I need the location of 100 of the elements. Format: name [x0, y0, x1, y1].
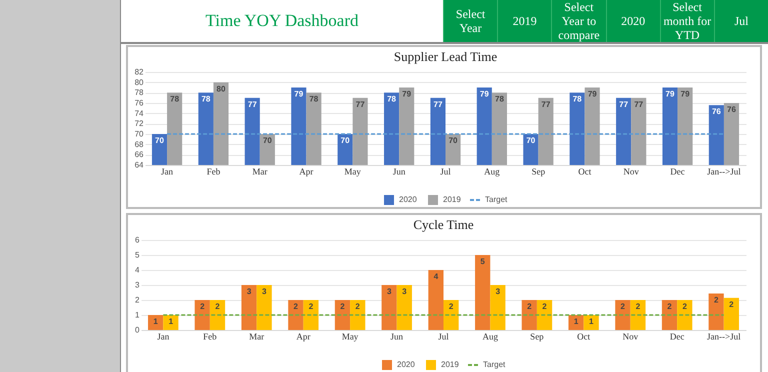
data-label: 77	[634, 100, 644, 109]
legend-label: 2019	[441, 360, 460, 369]
bar	[288, 300, 304, 330]
y-tick-label: 72	[134, 119, 144, 128]
x-tick-label: Sep	[532, 166, 546, 176]
data-label: 77	[356, 100, 366, 109]
data-label: 5	[480, 257, 486, 266]
data-label: 79	[588, 90, 598, 98]
x-tick-label: Jun	[390, 332, 404, 342]
bar	[662, 300, 678, 330]
x-tick-label: Oct	[578, 166, 592, 176]
bar	[428, 270, 444, 330]
data-label: 2	[542, 302, 548, 311]
data-label: 1	[589, 317, 594, 326]
bar	[334, 300, 350, 330]
x-tick-label: Jan-->Jul	[707, 166, 742, 176]
bar	[584, 315, 599, 330]
data-label: 3	[402, 287, 408, 296]
data-label: 3	[262, 287, 267, 296]
data-label: 70	[448, 136, 458, 145]
bar	[724, 298, 739, 330]
legend-label: Target	[483, 360, 506, 369]
data-label: 78	[170, 94, 180, 104]
data-label: 78	[309, 94, 319, 104]
data-label: 78	[201, 94, 211, 104]
y-tick-label: 80	[134, 78, 144, 87]
y-tick-label: 0	[135, 326, 140, 334]
bar	[256, 285, 272, 330]
data-label: 3	[246, 287, 252, 296]
data-label: 70	[340, 136, 350, 145]
bar	[630, 300, 646, 330]
bar	[241, 285, 257, 330]
legend-label: 2020	[399, 195, 418, 204]
x-tick-label: Apr	[299, 166, 314, 176]
data-label: 2	[200, 302, 206, 311]
x-tick-label: Jan-->Jul	[707, 332, 742, 342]
data-label: 79	[402, 90, 412, 98]
data-label: 79	[480, 90, 490, 98]
x-tick-label: Nov	[623, 166, 640, 176]
data-label: 78	[572, 94, 582, 104]
x-tick-label: Jan	[157, 332, 170, 342]
data-label: 77	[619, 100, 629, 109]
y-tick-label: 64	[134, 160, 144, 170]
x-tick-label: Jul	[440, 166, 452, 176]
data-label: 77	[541, 100, 551, 109]
data-label: 70	[526, 136, 536, 145]
y-tick-label: 74	[134, 108, 144, 118]
data-label: 70	[155, 136, 164, 145]
data-label: 2	[215, 302, 220, 311]
x-tick-label: Jul	[438, 332, 450, 342]
data-label: 1	[574, 317, 579, 326]
data-label: 79	[666, 90, 675, 98]
x-tick-label: Feb	[206, 166, 221, 176]
y-tick-label: 6	[135, 236, 140, 244]
x-tick-label: Aug	[484, 166, 500, 176]
y-tick-label: 5	[135, 250, 140, 260]
x-tick-label: May	[342, 332, 359, 342]
y-tick-label: 66	[134, 150, 144, 160]
data-label: 2	[636, 302, 641, 311]
text: 2020	[606, 0, 660, 42]
data-label: 4	[434, 272, 439, 281]
text: Select Year	[443, 0, 498, 42]
data-label: 2	[682, 302, 688, 311]
bar	[148, 315, 164, 330]
bar	[677, 300, 692, 330]
bar	[163, 315, 178, 330]
bar	[475, 255, 490, 330]
legend-label: 2020	[397, 360, 416, 369]
x-tick-label: Jun	[392, 166, 406, 176]
data-label: 2	[620, 302, 626, 311]
data-label: 77	[248, 100, 258, 109]
data-label: 2	[714, 296, 719, 305]
data-label: 79	[680, 90, 690, 98]
text: Select Year to compare	[551, 0, 606, 42]
text: Jul	[714, 0, 768, 42]
data-label: 77	[434, 100, 443, 109]
data-label: 2	[294, 302, 299, 311]
bar	[444, 300, 459, 330]
data-label: 79	[294, 90, 304, 98]
data-label: 76	[727, 105, 736, 114]
x-tick-label: Dec	[670, 166, 685, 176]
bar	[210, 300, 226, 330]
data-label: 2	[527, 302, 532, 311]
text: Time YOY Dashboard	[204, 10, 360, 32]
bar	[490, 285, 506, 330]
data-label: 70	[262, 136, 272, 145]
x-tick-label: Mar	[252, 166, 268, 176]
x-tick-label: Oct	[577, 332, 591, 342]
data-label: 2	[340, 302, 346, 311]
x-tick-label: Aug	[482, 332, 498, 342]
data-label: 80	[216, 84, 226, 94]
text: 2019	[497, 0, 552, 42]
data-label: 78	[495, 94, 504, 104]
y-tick-label: 70	[134, 130, 144, 138]
legend-label: 2019	[443, 195, 462, 204]
x-tick-label: Feb	[203, 332, 218, 342]
bar	[522, 300, 537, 330]
chart-title: Supplier Lead Time	[394, 49, 498, 64]
data-label: 2	[448, 302, 454, 311]
data-label: 1	[168, 317, 174, 326]
